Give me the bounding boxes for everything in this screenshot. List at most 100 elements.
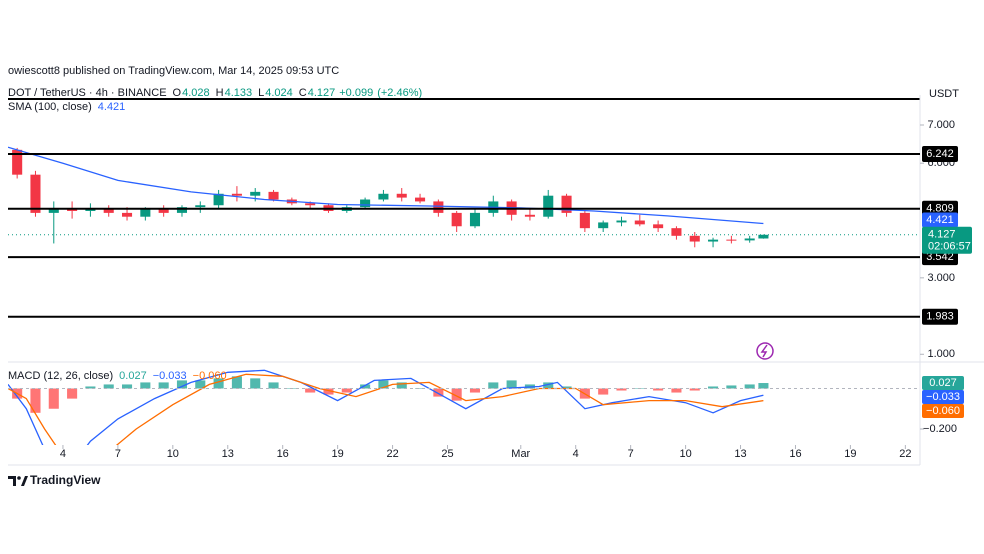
candle-body bbox=[378, 193, 389, 200]
candle-body bbox=[708, 239, 719, 242]
histogram-bar bbox=[451, 388, 462, 401]
histogram-bar bbox=[758, 383, 769, 389]
candles bbox=[8, 146, 769, 248]
symbol-line: DOT / TetherUS · 4h · BINANCE O4.028 H4.13… bbox=[8, 87, 422, 99]
x-tick-label: 16 bbox=[277, 448, 289, 460]
currency: USDT bbox=[929, 88, 959, 100]
header-text: L bbox=[258, 87, 264, 99]
histogram-bar bbox=[85, 386, 96, 389]
header-text: MACD (12, 26, close) bbox=[8, 370, 113, 382]
macd-label-bg bbox=[922, 404, 964, 419]
countdown: 02:06:57 bbox=[928, 241, 971, 253]
x-tick-label: 25 bbox=[441, 448, 453, 460]
header-text: C bbox=[299, 87, 307, 99]
histogram-bar bbox=[744, 384, 755, 389]
candle-body bbox=[726, 239, 737, 241]
candle-body bbox=[543, 195, 554, 217]
header-text: 4.133 bbox=[225, 87, 253, 99]
x-tick-label: 19 bbox=[844, 448, 856, 460]
histogram-bar bbox=[506, 380, 517, 389]
x-tick-label: 22 bbox=[899, 448, 911, 460]
macd-label: −0.033 bbox=[926, 391, 960, 403]
histogram-bar bbox=[231, 376, 242, 389]
x-tick-label: 22 bbox=[386, 448, 398, 460]
candle-body bbox=[433, 201, 444, 213]
header-text: (+2.46%) bbox=[377, 87, 422, 99]
macd-label: −0.060 bbox=[926, 405, 960, 417]
histogram-bar bbox=[415, 388, 426, 389]
histogram-bar bbox=[689, 388, 700, 391]
macd-label-bg bbox=[922, 376, 964, 391]
histogram-bar bbox=[726, 385, 737, 389]
alert-icon bbox=[756, 342, 774, 360]
level-label: 3.542 bbox=[926, 251, 954, 263]
candle-body bbox=[653, 224, 664, 229]
candle-body bbox=[195, 205, 206, 208]
histogram-bar bbox=[708, 386, 719, 389]
signal-line bbox=[8, 373, 764, 445]
candle-body bbox=[30, 174, 41, 213]
brand-logo bbox=[8, 476, 28, 486]
candle-body bbox=[213, 193, 224, 206]
candle-body bbox=[103, 209, 114, 213]
histogram-bar bbox=[469, 388, 481, 393]
histogram-bar bbox=[213, 378, 224, 389]
candle-body bbox=[524, 214, 535, 217]
candle-body bbox=[231, 193, 242, 196]
histogram-bar bbox=[561, 386, 572, 389]
histogram-bar bbox=[122, 384, 133, 389]
candle-body bbox=[598, 222, 609, 229]
histogram-bar bbox=[305, 388, 316, 393]
brand: TradingView bbox=[30, 473, 101, 487]
histogram-bar bbox=[360, 384, 371, 389]
last-price-bg bbox=[922, 226, 972, 254]
macd-label-bg bbox=[922, 390, 964, 405]
candle-body bbox=[140, 209, 151, 217]
x-tick-label: 10 bbox=[679, 448, 691, 460]
candle-body bbox=[268, 191, 279, 200]
x-tick-label: 10 bbox=[167, 448, 179, 460]
histogram-bar bbox=[433, 388, 444, 397]
histogram-bar bbox=[140, 382, 151, 389]
x-tick-label: 19 bbox=[332, 448, 344, 460]
histogram-bar bbox=[67, 388, 78, 399]
sma-line bbox=[8, 146, 764, 225]
header-text: +0.099 bbox=[339, 87, 373, 99]
candle-body bbox=[396, 193, 407, 198]
candle-body bbox=[85, 209, 96, 211]
candle-body bbox=[360, 199, 371, 208]
candle-body bbox=[616, 220, 627, 223]
histogram-bar bbox=[30, 388, 41, 413]
x-tick-label: Mar bbox=[511, 448, 530, 460]
histogram-bar bbox=[103, 384, 114, 389]
histogram-bar bbox=[323, 388, 334, 395]
macd-pane bbox=[8, 369, 769, 445]
candle-body bbox=[689, 235, 700, 242]
candle-body bbox=[250, 191, 261, 196]
header-text: 4.028 bbox=[182, 87, 210, 99]
candle-body bbox=[469, 212, 481, 227]
x-tick-label: 4 bbox=[573, 448, 579, 460]
symbol-header: DOT / TetherUS · 4h · BINANCE O4.028 H4.13… bbox=[8, 87, 422, 99]
candle-body bbox=[48, 209, 59, 213]
histogram-bar bbox=[250, 378, 261, 389]
level-label: 6.242 bbox=[926, 148, 954, 160]
header-text: 0.027 bbox=[119, 370, 147, 382]
histogram-bar bbox=[671, 388, 682, 393]
header-text: DOT / TetherUS · 4h · BINANCE bbox=[8, 87, 167, 99]
x-tick-label: 7 bbox=[115, 448, 121, 460]
last-price-label: 4.127 bbox=[928, 229, 956, 241]
level-label: 4.809 bbox=[926, 203, 954, 215]
y-tick-label: 3.000 bbox=[927, 272, 955, 284]
candle-body bbox=[158, 209, 169, 213]
header-text: 4.024 bbox=[265, 87, 293, 99]
macd-legend: MACD (12, 26, close) 0.027 −0.033 −0.060 bbox=[8, 370, 227, 382]
histogram-bar bbox=[598, 388, 609, 395]
candle-body bbox=[305, 203, 316, 206]
sma-label: 4.421 bbox=[926, 214, 954, 226]
histogram-bar bbox=[268, 382, 279, 389]
histogram-bar bbox=[176, 380, 188, 389]
candle-body bbox=[579, 212, 590, 229]
level-label-bg bbox=[922, 308, 958, 325]
